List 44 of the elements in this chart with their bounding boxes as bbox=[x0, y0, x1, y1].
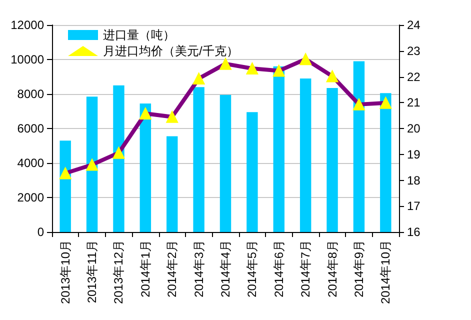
y2-tick-label: 21 bbox=[407, 96, 421, 110]
y-tick-label: 12000 bbox=[10, 18, 44, 32]
y-tick-label: 6000 bbox=[17, 122, 44, 136]
bar bbox=[193, 87, 204, 232]
y-tick-label: 8000 bbox=[17, 87, 44, 101]
y2-tick-label: 22 bbox=[407, 70, 421, 84]
bar bbox=[300, 78, 312, 232]
x-tick-label: 2013年10月 bbox=[58, 240, 72, 304]
bar bbox=[220, 94, 232, 232]
bar bbox=[166, 136, 178, 232]
bar bbox=[140, 103, 152, 232]
legend-label: 进口量（吨） bbox=[103, 28, 175, 42]
x-tick-label: 2014年4月 bbox=[218, 240, 232, 298]
bar bbox=[246, 112, 258, 232]
x-tick-label: 2014年3月 bbox=[192, 240, 206, 298]
bar bbox=[326, 88, 338, 232]
x-tick-label: 2014年8月 bbox=[325, 240, 340, 298]
legend-label: 月进口均价（美元/千克） bbox=[103, 44, 238, 58]
x-tick-label: 2014年1月 bbox=[138, 240, 152, 298]
y-tick-label: 0 bbox=[37, 225, 44, 239]
y2-tick-label: 17 bbox=[407, 199, 421, 214]
bar bbox=[113, 85, 124, 232]
y-tick-label: 4000 bbox=[17, 156, 44, 170]
y2-tick-label: 23 bbox=[407, 44, 421, 58]
x-tick-label: 2013年12月 bbox=[112, 240, 126, 304]
x-tick-label: 2013年11月 bbox=[85, 240, 100, 304]
y2-tick-label: 18 bbox=[407, 173, 421, 188]
x-tick-label: 2014年10月 bbox=[378, 240, 393, 304]
y-tick-label: 10000 bbox=[10, 52, 44, 66]
x-tick-label: 2014年5月 bbox=[245, 240, 260, 298]
y2-tick-label: 16 bbox=[407, 225, 421, 239]
bar bbox=[353, 61, 365, 232]
x-tick-label: 2014年7月 bbox=[298, 240, 313, 298]
y-tick-label: 2000 bbox=[17, 190, 44, 204]
y2-tick-label: 20 bbox=[407, 122, 421, 136]
x-tick-label: 2014年6月 bbox=[272, 240, 286, 298]
x-tick-label: 2014年2月 bbox=[165, 240, 180, 298]
y2-tick-label: 24 bbox=[407, 18, 421, 32]
bar bbox=[60, 140, 71, 232]
y2-tick-label: 19 bbox=[407, 147, 421, 162]
bar bbox=[380, 93, 392, 232]
bar bbox=[273, 66, 284, 232]
bar bbox=[86, 96, 98, 232]
x-tick-label: 2014年9月 bbox=[352, 240, 366, 298]
